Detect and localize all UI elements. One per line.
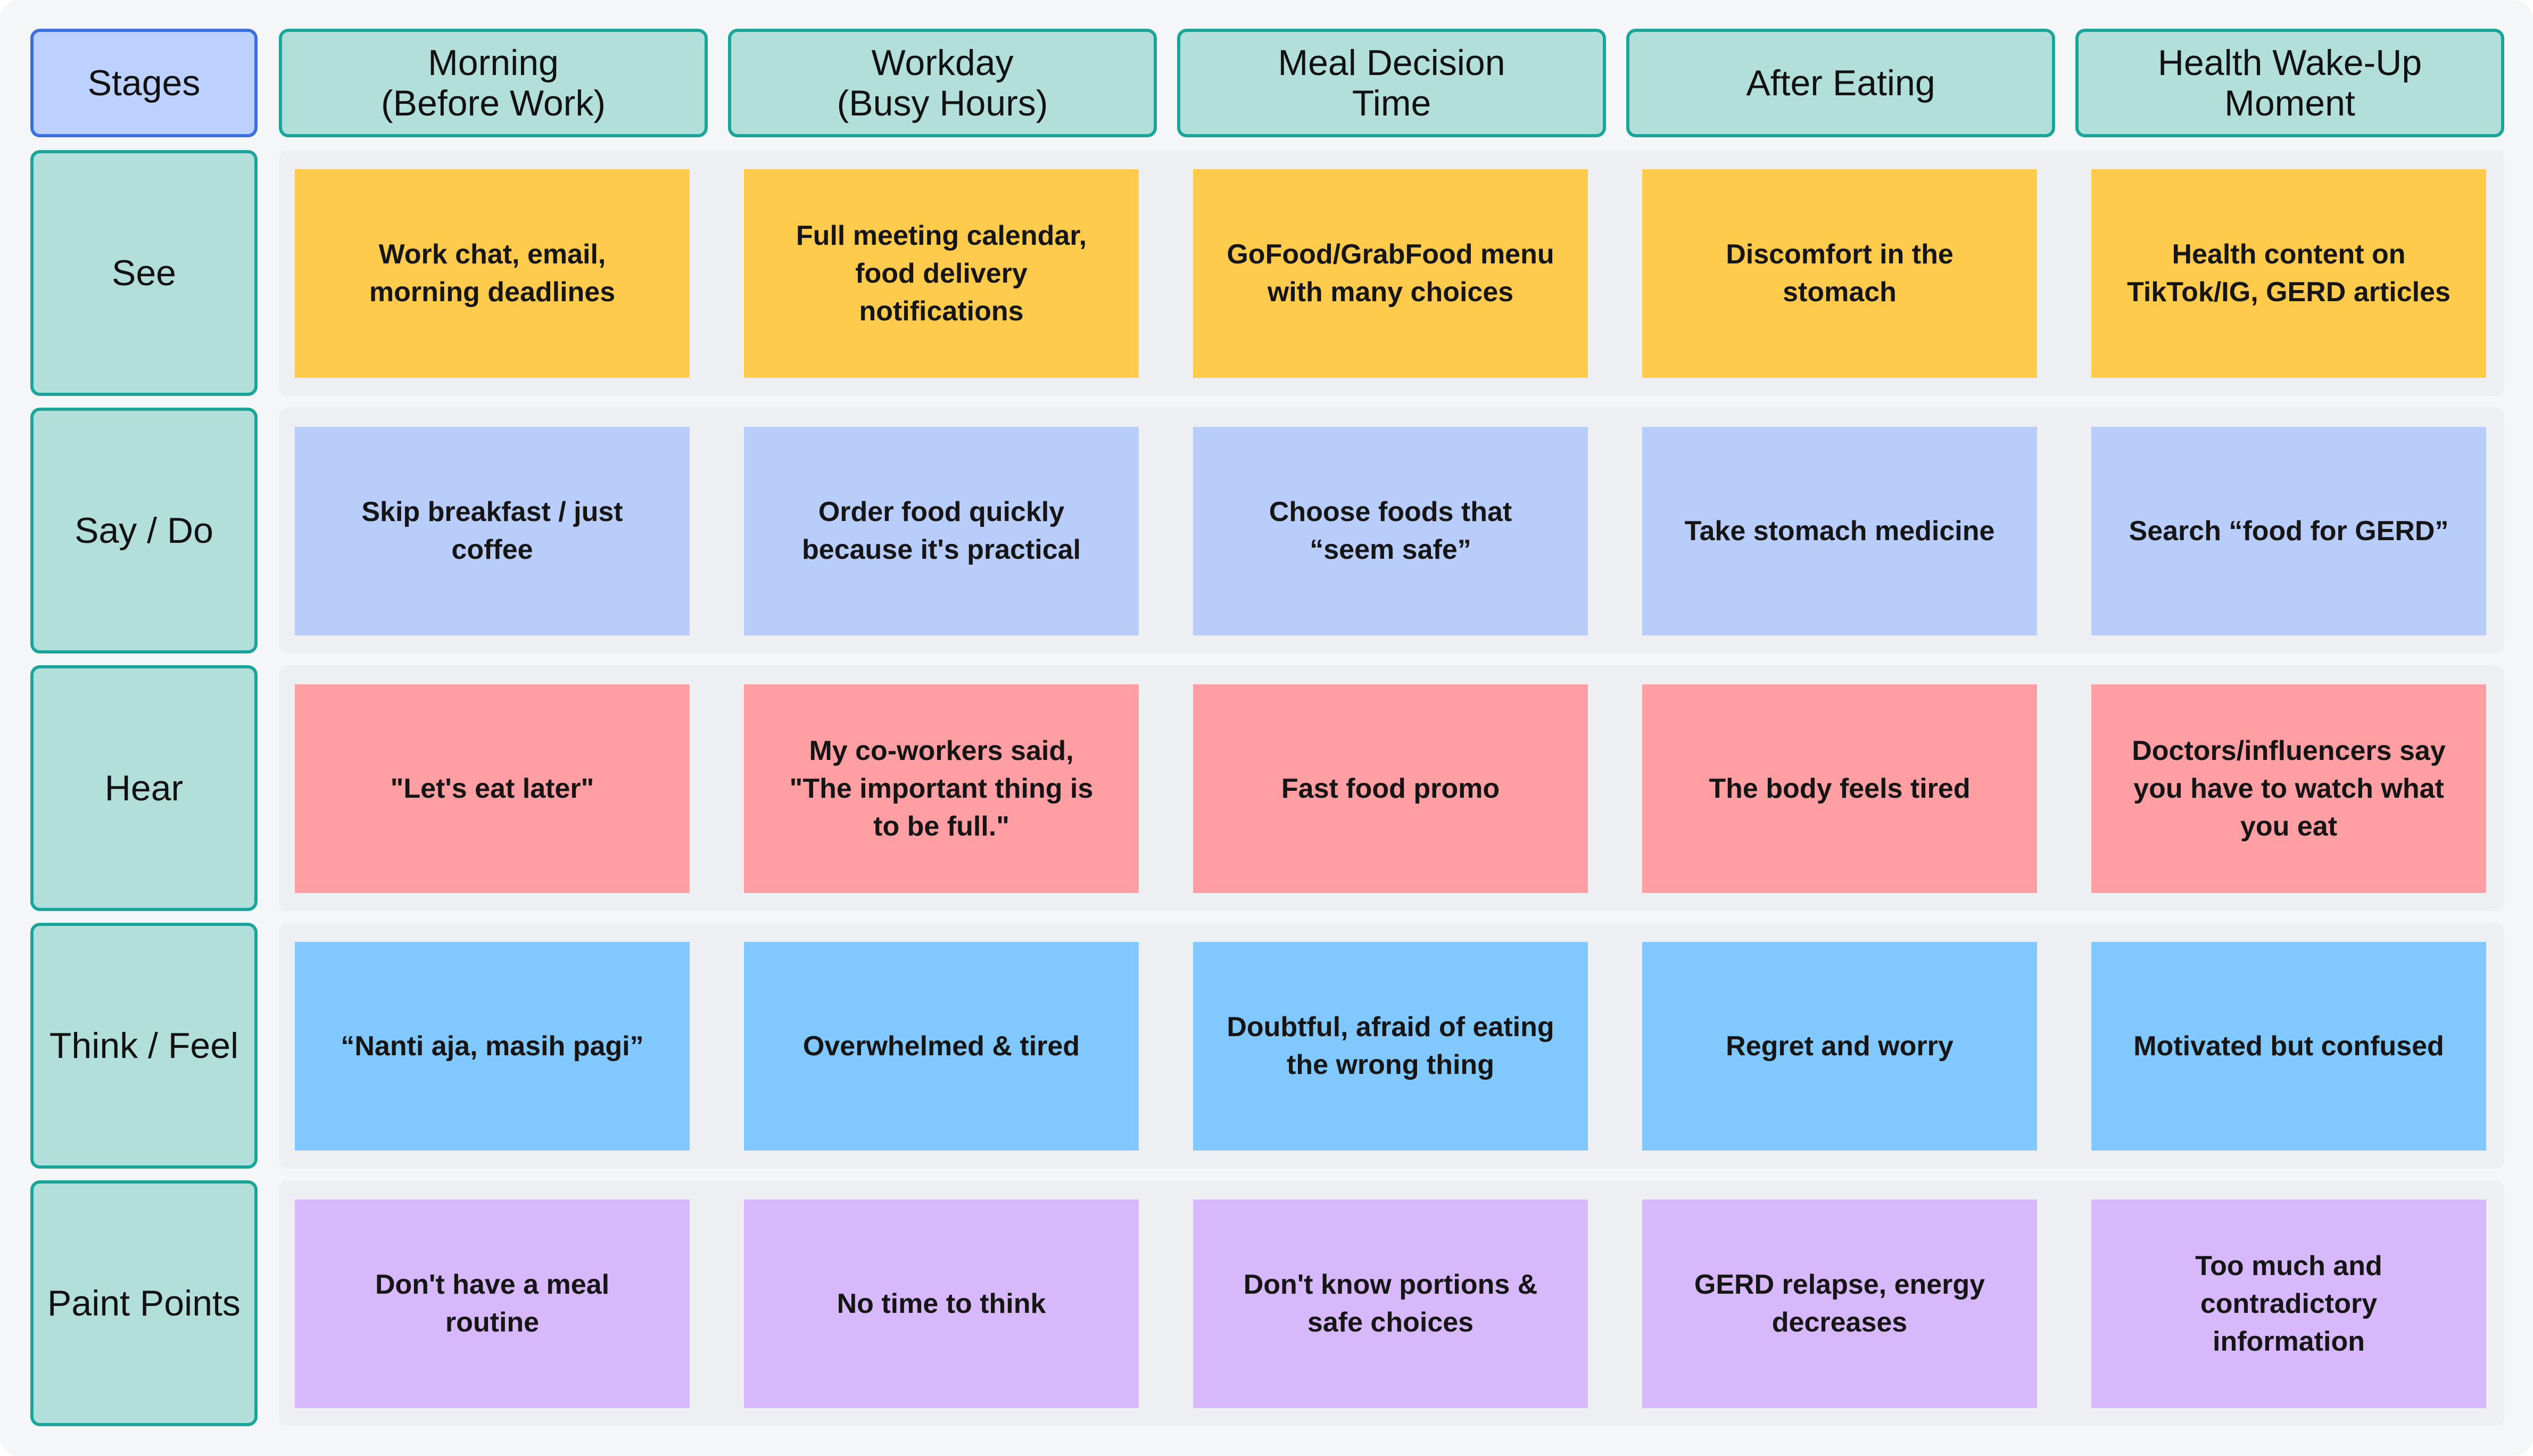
stage-morning-header: Morning (Before Work) bbox=[279, 29, 708, 137]
sticky-note-pain-points-morning: Don't have a meal routine bbox=[295, 1199, 690, 1408]
row-label-say-do: Say / Do bbox=[30, 408, 258, 653]
row-label-see: See bbox=[30, 150, 258, 396]
sticky-note-hear-meal-decision: Fast food promo bbox=[1193, 684, 1588, 893]
row-label-think-feel: Think / Feel bbox=[30, 923, 258, 1169]
sticky-note-say-do-health-wakeup: Search “food for GERD” bbox=[2091, 427, 2486, 635]
sticky-note-hear-morning: "Let's eat later" bbox=[295, 684, 690, 893]
sticky-note-think-feel-meal-decision: Doubtful, afraid of eating the wrong thi… bbox=[1193, 942, 1588, 1151]
sticky-note-hear-after-eating: The body feels tired bbox=[1642, 684, 2037, 893]
sticky-note-pain-points-workday: No time to think bbox=[744, 1199, 1139, 1408]
sticky-note-say-do-meal-decision: Choose foods that “seem safe” bbox=[1193, 427, 1588, 635]
stage-meal-decision-header: Meal Decision Time bbox=[1177, 29, 1606, 137]
stage-after-eating-header: After Eating bbox=[1626, 29, 2055, 137]
sticky-note-think-feel-workday: Overwhelmed & tired bbox=[744, 942, 1139, 1151]
row-label-hear: Hear bbox=[30, 665, 258, 911]
sticky-note-say-do-after-eating: Take stomach medicine bbox=[1642, 427, 2037, 635]
sticky-note-say-do-morning: Skip breakfast / just coffee bbox=[295, 427, 690, 635]
sticky-note-think-feel-after-eating: Regret and worry bbox=[1642, 942, 2037, 1151]
row-label-pain-points: Paint Points bbox=[30, 1180, 258, 1426]
sticky-note-see-health-wakeup: Health content on TikTok/IG, GERD articl… bbox=[2091, 169, 2486, 378]
sticky-note-see-after-eating: Discomfort in the stomach bbox=[1642, 169, 2037, 378]
sticky-note-pain-points-meal-decision: Don't know portions & safe choices bbox=[1193, 1199, 1588, 1408]
sticky-note-pain-points-after-eating: GERD relapse, energy decreases bbox=[1642, 1199, 2037, 1408]
stage-health-wakeup-header: Health Wake-Up Moment bbox=[2075, 29, 2504, 137]
sticky-note-say-do-workday: Order food quickly because it's practica… bbox=[744, 427, 1139, 635]
sticky-note-see-morning: Work chat, email, morning deadlines bbox=[295, 169, 690, 378]
stages-header: Stages bbox=[30, 29, 258, 137]
sticky-note-think-feel-morning: “Nanti aja, masih pagi” bbox=[295, 942, 690, 1151]
sticky-note-hear-workday: My co-workers said, "The important thing… bbox=[744, 684, 1139, 893]
sticky-note-see-workday: Full meeting calendar, food delivery not… bbox=[744, 169, 1139, 378]
sticky-note-think-feel-health-wakeup: Motivated but confused bbox=[2091, 942, 2486, 1151]
sticky-note-pain-points-health-wakeup: Too much and contradictory information bbox=[2091, 1199, 2486, 1408]
sticky-note-hear-health-wakeup: Doctors/influencers say you have to watc… bbox=[2091, 684, 2486, 893]
sticky-note-see-meal-decision: GoFood/GrabFood menu with many choices bbox=[1193, 169, 1588, 378]
stage-workday-header: Workday (Busy Hours) bbox=[728, 29, 1157, 137]
